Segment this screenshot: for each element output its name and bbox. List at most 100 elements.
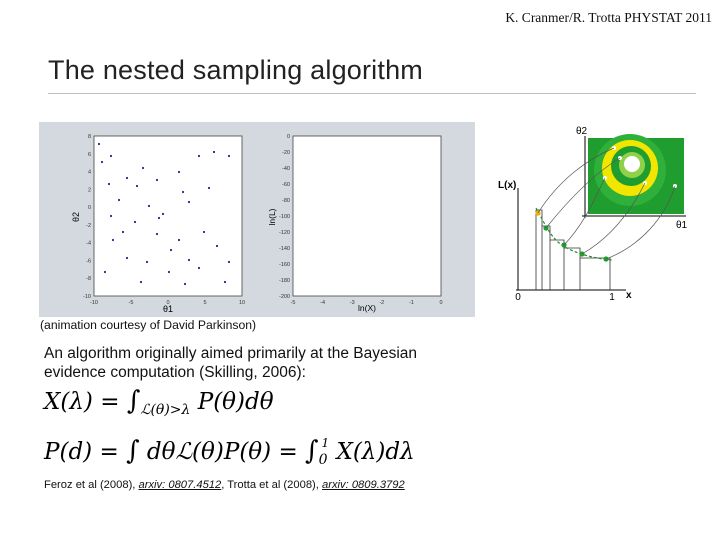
right-plot-xlabel: ln(X) (358, 303, 376, 313)
x-tick-label: 5 (203, 300, 206, 306)
header-note: K. Cranmer/R. Trotta PHYSTAT 2011 (505, 10, 712, 25)
scatter-point (157, 216, 161, 220)
scatter-point (133, 220, 137, 224)
scatter-point (103, 270, 107, 274)
lx-x-end: 1 (609, 292, 615, 303)
mapping-arc (605, 185, 676, 260)
y-tick-label: -180 (279, 278, 290, 284)
scatter-point (197, 154, 201, 158)
animation-panel: -10 -5 0 5 10 8 6 4 2 0 -2 -4 -6 -8 -10 θ1 θ2 -5 -4 -3 -2… (39, 122, 475, 317)
step-outline (536, 209, 611, 290)
scatter-point (135, 184, 139, 188)
y-tick-label: -2 (86, 223, 91, 229)
scatter-point (181, 190, 185, 194)
diagram-svg: θ2 θ1 L(x) x 0 1 (498, 126, 688, 303)
mapping-arc (563, 177, 606, 246)
x-tick-label: -10 (90, 300, 98, 306)
x-tick-label: -2 (379, 300, 384, 306)
scatter-point (215, 244, 219, 248)
scatter-point (97, 142, 101, 146)
references: Feroz et al (2008), arxiv: 0807.4512, Tr… (44, 479, 405, 491)
scatter-point (227, 260, 231, 264)
arxiv-link-1[interactable]: arxiv: 0807.4512 (138, 479, 222, 491)
scatter-point (169, 248, 173, 252)
y-tick-label: 8 (88, 134, 91, 140)
scatter-point (121, 230, 125, 234)
scatter-point (145, 260, 149, 264)
scatter-point (139, 280, 143, 284)
title-divider (48, 93, 696, 94)
scatter-point (100, 160, 104, 164)
left-plot-area (93, 135, 243, 297)
scatter-point (202, 230, 206, 234)
left-plot-xlabel: θ1 (163, 304, 173, 314)
y-tick-label: -120 (279, 230, 290, 236)
scatter-point (227, 154, 231, 158)
scatter-point (109, 154, 113, 158)
lx-x-label: x (626, 290, 632, 301)
y-tick-label: -8 (86, 276, 91, 282)
right-plot-ticks: -5 -4 -3 -2 -1 00-20-40-60-80-100-120-140-160… (279, 134, 443, 306)
left-plot-ticks: -10 -5 0 5 10 8 6 4 2 0 -2 -4 -6 -8 -10 (83, 134, 245, 306)
y-tick-label: -4 (86, 241, 91, 247)
mapping-arc (537, 147, 615, 214)
scatter-point (125, 256, 129, 260)
y-tick-label: 0 (287, 134, 290, 140)
x-tick-label: -5 (129, 300, 134, 306)
scatter-point (161, 212, 165, 216)
x-tick-label: 0 (166, 300, 169, 306)
scatter-point (155, 178, 159, 182)
scatter-point (155, 232, 159, 236)
slide-title: The nested sampling algorithm (48, 55, 423, 85)
scatter-point (187, 200, 191, 204)
y-tick-label: -60 (282, 182, 290, 188)
scatter-point (207, 186, 211, 190)
theta2-label: θ2 (576, 126, 588, 137)
theta1-label: θ1 (676, 220, 688, 231)
scatter-point (141, 166, 145, 170)
lx-x-origin: 0 (515, 292, 521, 303)
y-tick-label: 0 (88, 205, 91, 211)
y-tick-label: -140 (279, 246, 290, 252)
refs-middle: , Trotta et al (2008), (221, 479, 322, 491)
evidence-integral-equation: P(d) = ∫ dθℒ(θ)P(θ) = ∫01 X(λ)dλ (44, 436, 415, 468)
y-tick-label: -20 (282, 150, 290, 156)
animation-caption: (animation courtesy of David Parkinson) (40, 318, 257, 332)
y-tick-label: -40 (282, 166, 290, 172)
y-tick-label: -200 (279, 294, 290, 300)
right-plot-ylabel: ln(L) (267, 208, 277, 225)
mapping-arc (545, 157, 621, 229)
likelihood-curve (535, 207, 613, 261)
scatter-point (197, 266, 201, 270)
scatter-point (117, 198, 121, 202)
scatter-point (125, 176, 129, 180)
y-tick-label: 6 (88, 152, 91, 158)
scatter-point (177, 238, 181, 242)
mapping-arc (581, 182, 646, 255)
refs-prefix: Feroz et al (2008), (44, 479, 139, 491)
scatter-point (147, 204, 151, 208)
x-tick-label: -1 (409, 300, 414, 306)
scatter-point (177, 170, 181, 174)
y-tick-label: 2 (88, 187, 91, 193)
contour-center (624, 156, 640, 172)
y-tick-label: -6 (86, 258, 91, 264)
x-tick-label: 10 (239, 300, 245, 306)
x-tick-label: -4 (320, 300, 325, 306)
scatter-point (109, 214, 113, 218)
x-tick-label: -5 (291, 300, 296, 306)
y-tick-label: -80 (282, 198, 290, 204)
y-tick-label: -100 (279, 214, 290, 220)
scatter-point (223, 280, 227, 284)
left-plot-ylabel: θ2 (71, 212, 81, 222)
scatter-point (187, 258, 191, 262)
right-plot-area (292, 135, 442, 297)
scatter-point (212, 150, 216, 154)
arxiv-link-2[interactable]: arxiv: 0809.3792 (322, 479, 405, 491)
scatter-point (167, 270, 171, 274)
scatter-point (107, 182, 111, 186)
scatter-point (111, 238, 115, 242)
x-tick-label: -3 (350, 300, 355, 306)
nested-sampling-diagram: θ2 θ1 L(x) x 0 1 (480, 118, 712, 308)
